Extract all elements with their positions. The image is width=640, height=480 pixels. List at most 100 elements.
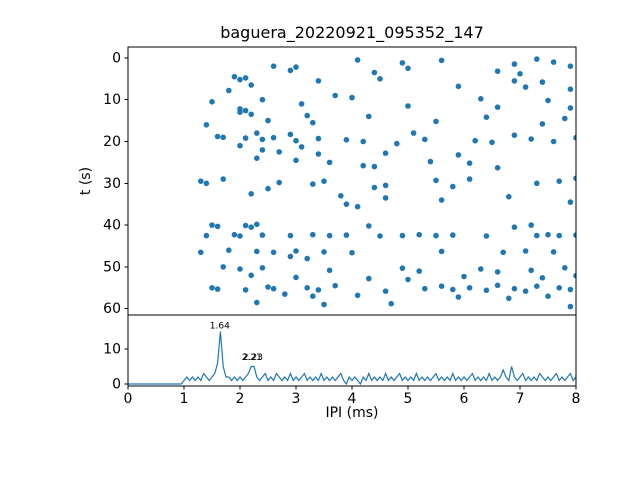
scatter-point xyxy=(248,224,254,230)
x-tick-label: 2 xyxy=(236,391,245,407)
scatter-point xyxy=(377,76,383,82)
y-tick-label: 60 xyxy=(103,301,121,317)
scatter-point xyxy=(539,121,546,127)
scatter-point xyxy=(253,221,260,228)
scatter-point xyxy=(494,269,501,275)
scatter-point xyxy=(534,283,540,290)
scatter-point xyxy=(466,285,473,291)
scatter-point xyxy=(293,157,299,164)
scatter-point xyxy=(276,149,283,155)
scatter-point xyxy=(416,268,423,274)
scatter-point xyxy=(522,84,529,90)
scatter-point xyxy=(253,130,260,136)
scatter-point xyxy=(528,267,534,274)
scatter-point xyxy=(573,272,576,279)
scatter-point xyxy=(511,78,518,84)
scatter-point xyxy=(573,232,576,238)
scatter-point xyxy=(478,266,484,272)
scatter-point xyxy=(438,283,445,290)
y-tick-label: 0 xyxy=(112,377,121,393)
scatter-point xyxy=(405,276,411,283)
y-tick-label: 40 xyxy=(103,218,121,234)
scatter-point xyxy=(282,291,288,297)
y-tick-label: 20 xyxy=(103,134,121,150)
scatter-point xyxy=(422,285,428,292)
scatter-point xyxy=(354,292,361,299)
scatter-point xyxy=(438,57,445,64)
scatter-point xyxy=(506,295,512,302)
scatter-point xyxy=(310,181,316,187)
y-tick-label: 30 xyxy=(103,176,121,192)
scatter-point xyxy=(293,137,299,144)
scatter-point xyxy=(450,286,456,293)
scatter-point xyxy=(287,232,294,239)
scatter-point xyxy=(287,131,294,138)
scatter-point xyxy=(511,285,518,292)
scatter-point xyxy=(550,138,557,145)
scatter-point xyxy=(265,117,271,124)
scatter-point xyxy=(259,136,266,143)
scatter-point xyxy=(366,275,372,282)
scatter-point xyxy=(242,75,249,81)
scatter-point xyxy=(354,57,361,63)
x-tick-label: 3 xyxy=(292,391,301,407)
scatter-point xyxy=(242,135,249,141)
scatter-point xyxy=(382,182,389,189)
scatter-point xyxy=(253,155,260,161)
scatter-point xyxy=(388,300,395,307)
scatter-point xyxy=(567,86,574,92)
scatter-point xyxy=(349,249,355,256)
scatter-point xyxy=(276,179,283,186)
scatter-point xyxy=(534,180,540,187)
scatter-point xyxy=(511,132,518,138)
scatter-point xyxy=(326,159,333,166)
scatter-point xyxy=(304,112,311,119)
scatter-point xyxy=(494,165,501,171)
x-axis-label: IPI (ms) xyxy=(325,405,378,421)
annotation-label: 2.23 xyxy=(243,353,263,363)
scatter-point xyxy=(270,285,277,292)
scatter-point xyxy=(366,113,372,120)
scatter-point xyxy=(517,71,523,77)
scatter-point xyxy=(573,175,576,182)
scatter-point xyxy=(511,61,518,67)
scatter-point xyxy=(293,64,299,70)
x-tick-label: 7 xyxy=(516,391,525,407)
scatter-point xyxy=(382,150,389,156)
scatter-point xyxy=(567,286,574,293)
scatter-point xyxy=(293,248,299,254)
scatter-point xyxy=(382,288,389,295)
y-tick-label: 10 xyxy=(103,92,121,108)
scatter-point xyxy=(433,232,439,239)
scatter-point xyxy=(500,249,507,256)
scatter-point xyxy=(209,222,215,228)
scatter-point xyxy=(360,162,367,169)
scatter-point xyxy=(338,193,344,199)
scatter-point xyxy=(478,96,484,102)
scatter-point xyxy=(382,195,389,201)
scatter-point xyxy=(237,76,243,83)
scatter-point xyxy=(248,272,254,279)
scatter-point xyxy=(567,303,574,310)
scatter-point xyxy=(455,83,462,90)
scatter-point xyxy=(494,68,501,74)
scatter-point xyxy=(545,231,551,238)
scatter-point xyxy=(231,231,238,238)
x-tick-label: 1 xyxy=(180,391,189,407)
scatter-point xyxy=(270,63,277,69)
scatter-point xyxy=(567,63,574,69)
scatter-point xyxy=(377,233,383,239)
scatter-point xyxy=(203,122,210,128)
scatter-point xyxy=(567,105,574,111)
scatter-point xyxy=(304,255,311,262)
scatter-point xyxy=(304,285,311,291)
scatter-point xyxy=(466,176,473,182)
scatter-point xyxy=(248,191,254,197)
scatter-point xyxy=(438,248,445,255)
scatter-point xyxy=(259,265,266,271)
scatter-point xyxy=(466,160,473,166)
scatter-point xyxy=(265,284,271,290)
histogram xyxy=(128,331,576,386)
scatter-point xyxy=(371,69,378,76)
